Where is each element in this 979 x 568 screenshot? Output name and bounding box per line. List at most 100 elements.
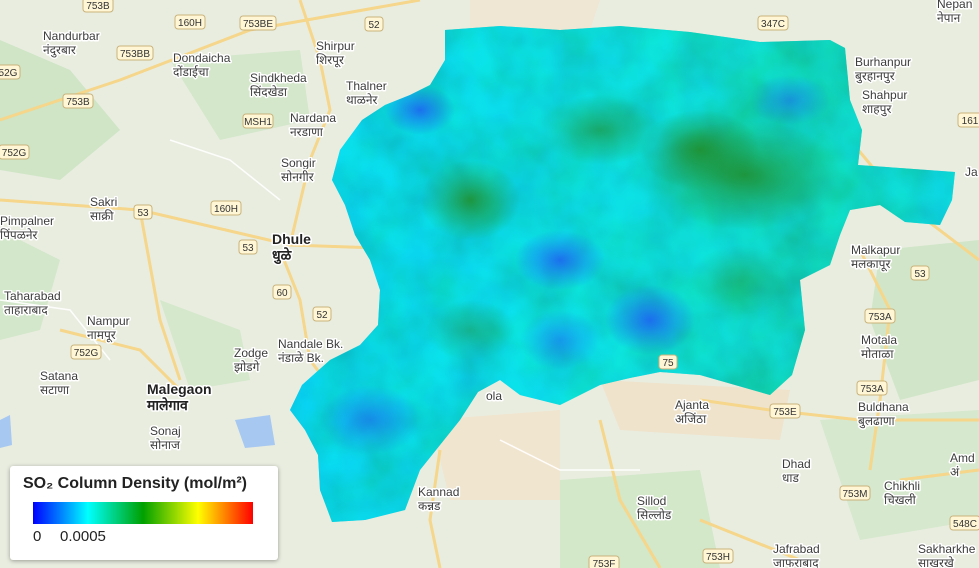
place-name-local: चिखली <box>884 493 917 507</box>
svg-text:347C: 347C <box>761 19 785 30</box>
svg-text:752G: 752G <box>74 348 99 359</box>
road-shield: 753F <box>588 555 620 568</box>
svg-text:75: 75 <box>662 358 674 369</box>
road-shield: 53 <box>910 265 930 281</box>
place-name-local: जाफराबाद <box>773 556 819 568</box>
place-name-local: थाळनेर <box>346 93 379 107</box>
road-shield: 52 <box>364 16 384 32</box>
place-name: Nepan <box>937 0 972 11</box>
road-shield: 753H <box>702 548 734 564</box>
svg-text:53: 53 <box>137 208 149 219</box>
place-name: Sakri <box>90 195 117 209</box>
road-shield: 753B <box>82 0 114 13</box>
place-name-local: नेपान <box>937 11 961 25</box>
place-name: Buldhana <box>858 400 909 414</box>
place-name: Sakharkhe <box>918 542 976 556</box>
svg-text:753M: 753M <box>842 489 867 500</box>
place-name: Nardana <box>290 111 336 125</box>
legend-color-ramp <box>33 502 253 524</box>
road-shield: 753E <box>769 403 801 419</box>
road-shield: 753M <box>839 485 871 501</box>
place-name-local: पिंपळनेर <box>0 228 39 242</box>
place-name-local: बुलढाणा <box>858 414 896 429</box>
place-name-local: सिंदखेडा <box>250 85 288 99</box>
place-name-local: ताहाराबाद <box>4 303 48 317</box>
place-name: Amd <box>950 451 975 465</box>
place-name: Shirpur <box>316 39 355 53</box>
svg-text:753BE: 753BE <box>243 19 273 30</box>
road-shield: 160H <box>174 14 206 30</box>
svg-text:753A: 753A <box>860 384 884 395</box>
place-name: Songir <box>281 156 316 170</box>
place-name-local: मालेगाव <box>146 397 189 413</box>
place-label[interactable]: Nandale Bk.नंडाळे Bk. <box>277 336 345 367</box>
legend-title: SO₂ Column Density (mol/m²) <box>23 475 248 492</box>
road-shield: 753BE <box>239 15 277 31</box>
place-name-local: दोंडाईचा <box>173 65 210 79</box>
place-name: Ja <box>965 165 978 179</box>
place-name: Malkapur <box>851 243 900 257</box>
place-name: Dhule <box>272 231 311 247</box>
place-name: Malegaon <box>147 381 212 397</box>
svg-text:MSH1: MSH1 <box>244 117 272 128</box>
road-shield: 752G <box>70 344 102 360</box>
road-shield: 161 <box>957 112 979 128</box>
legend-panel: SO₂ Column Density (mol/m²) 0 0.0005 <box>10 466 278 560</box>
svg-text:753H: 753H <box>706 552 730 563</box>
svg-text:753BB: 753BB <box>120 49 150 60</box>
place-name: ola <box>486 389 502 403</box>
road-shield: 548C <box>949 515 979 531</box>
place-name-local: सोनाज <box>150 438 181 452</box>
place-name: Thalner <box>346 79 387 93</box>
place-label[interactable]: Ja <box>964 164 979 181</box>
place-name-local: बुरहानपुर <box>855 69 896 84</box>
place-name: Zodge <box>234 346 268 360</box>
svg-text:753B: 753B <box>86 1 110 12</box>
svg-text:60: 60 <box>276 288 288 299</box>
road-shield: 75 <box>658 354 678 370</box>
svg-text:161: 161 <box>962 116 979 127</box>
place-name: Nampur <box>87 314 130 328</box>
svg-text:753A: 753A <box>868 312 892 323</box>
place-label[interactable]: ola <box>485 388 504 405</box>
place-name: Nandale Bk. <box>278 337 343 351</box>
svg-text:753B: 753B <box>66 97 90 108</box>
svg-text:160H: 160H <box>178 18 202 29</box>
road-shield: MSH1 <box>242 113 274 129</box>
place-name: Burhanpur <box>855 55 911 69</box>
place-name: Nandurbar <box>43 29 100 43</box>
place-name-local: नरडाणा <box>290 125 324 139</box>
place-name-local: मलकापूर <box>851 257 891 272</box>
